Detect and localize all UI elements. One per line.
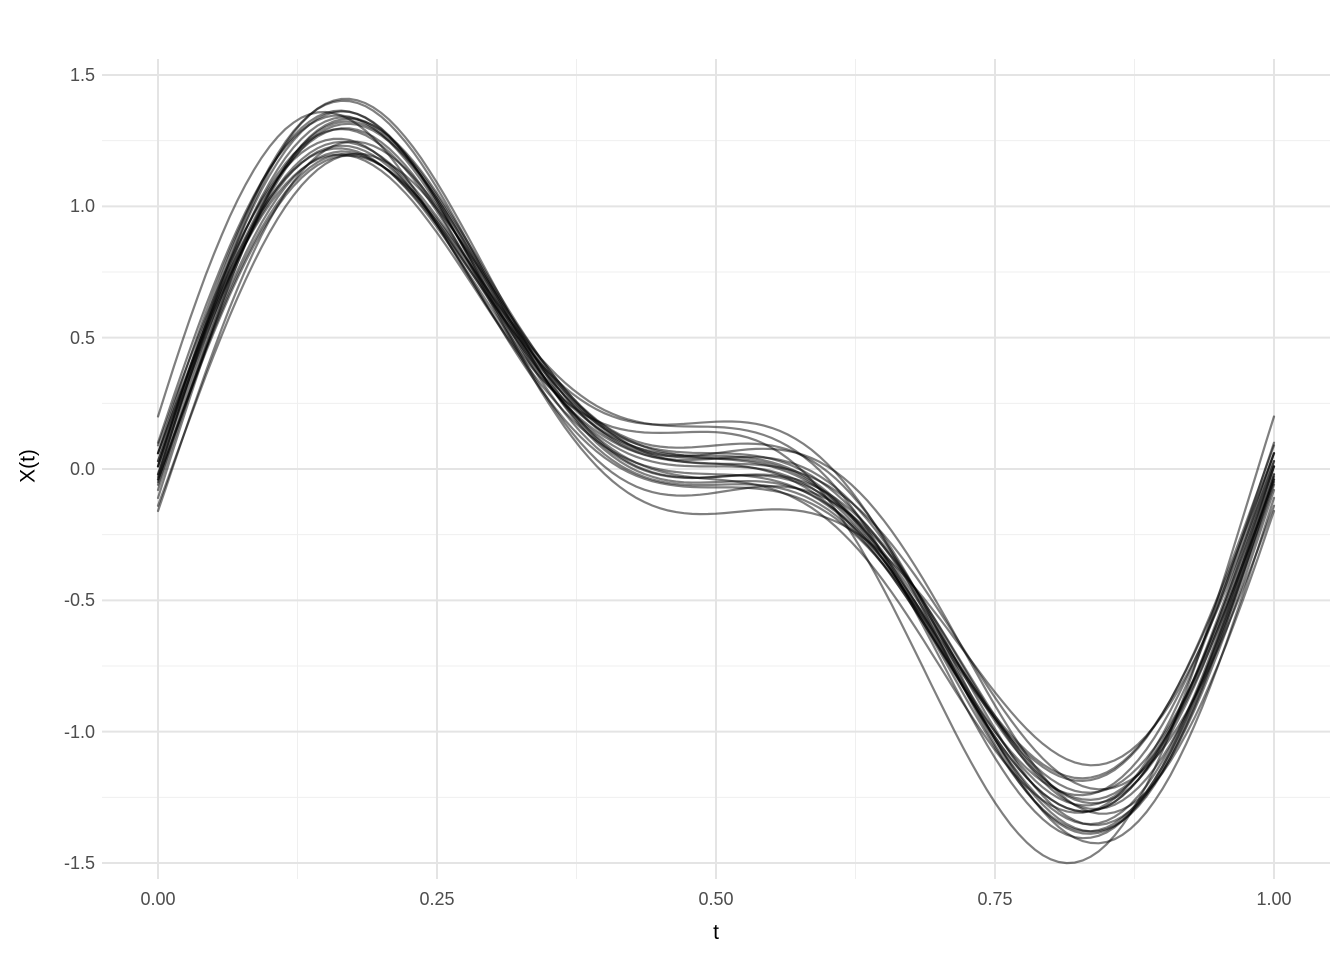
y-tick-label: 1.5 [69,64,95,85]
y-tick-label: 0.0 [69,459,95,479]
curve-20 [156,140,1276,815]
curve-18 [156,154,1276,794]
curve-17 [156,110,1276,805]
y-tick-label: -0.5 [63,590,95,611]
y-tick-label: 1.0 [69,196,95,217]
curve-06 [156,144,1276,807]
y-tick-label: -1.5 [63,853,95,873]
y-tick-label: 0.5 [69,327,95,348]
curve-09 [156,150,1276,835]
curve-11 [156,137,1276,783]
curve-07 [156,117,1276,845]
curve-15 [156,127,1276,767]
curve-13 [156,147,1276,797]
y-tick-label: -1.0 [63,721,95,742]
curve-22 [156,120,1276,810]
x-tick-label: 0.75 [977,889,1013,909]
y-axis-title: X(t) [16,449,40,483]
x-axis-title: t [713,921,719,944]
x-tick-label: 0.25 [419,889,455,909]
x-tick-label: 0.50 [698,889,734,909]
x-tick-label: 0.00 [140,889,176,909]
curve-21 [156,110,1276,865]
x-tick-label: 1.00 [1256,889,1292,909]
